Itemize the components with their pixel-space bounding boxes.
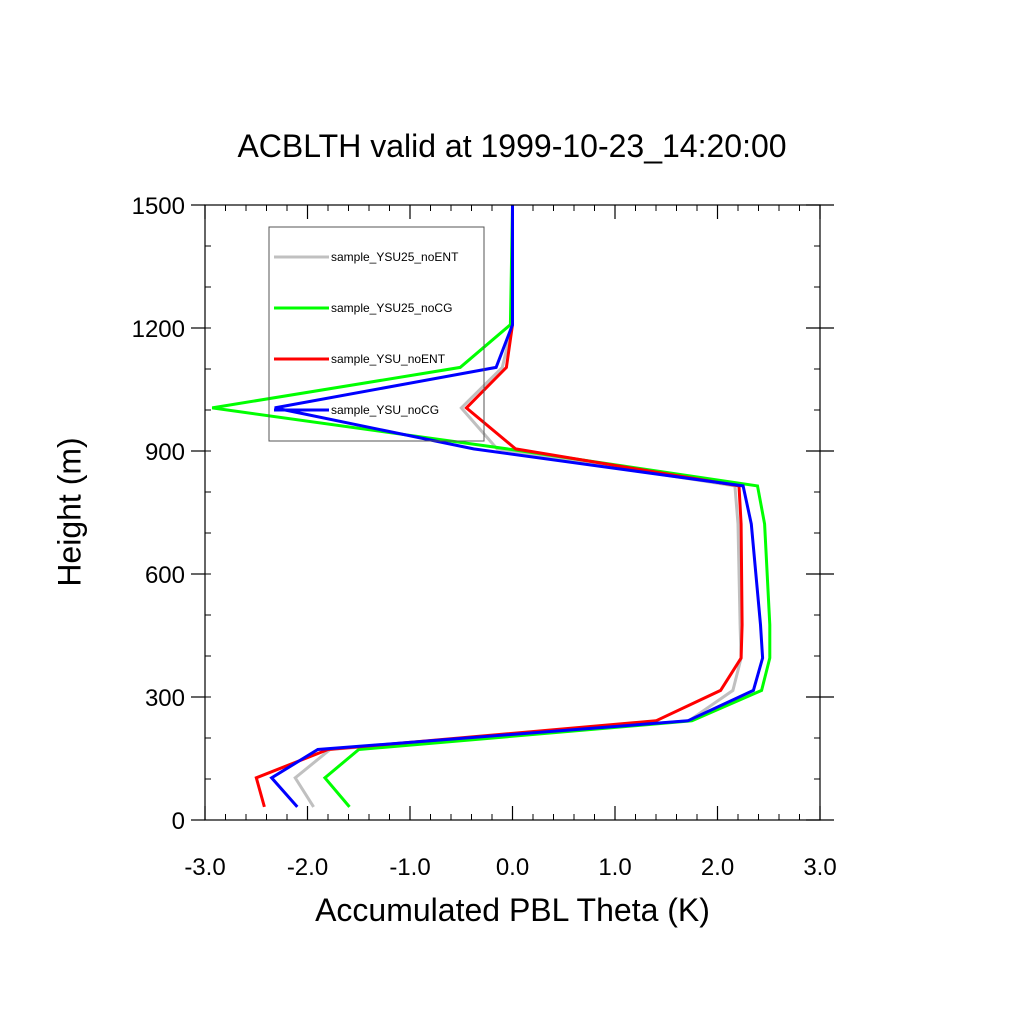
legend-label: sample_YSU25_noCG (331, 301, 452, 315)
legend-label: sample_YSU_noCG (331, 403, 439, 417)
series-line-2 (211, 204, 772, 808)
series-lines (211, 204, 772, 808)
x-axis-label: Accumulated PBL Theta (K) (315, 892, 710, 928)
legend-label: sample_YSU_noENT (331, 352, 446, 366)
y-tick-label: 1500 (132, 193, 185, 220)
y-tick-label: 300 (145, 685, 185, 712)
y-tick-label: 1200 (132, 316, 185, 343)
series-line-4 (269, 205, 765, 808)
x-tick-label: -2.0 (287, 854, 328, 881)
plot-frame (204, 204, 821, 821)
legend: sample_YSU25_noENT sample_YSU25_noCGsampl… (268, 226, 485, 442)
y-tick-label: 600 (145, 562, 185, 589)
x-tick-label: -3.0 (184, 854, 225, 881)
tick-labels: -3.0 -2.0 -1.0 0.0 1.0 2.0 3.0 0 300 600 900 1200 15… (132, 193, 837, 881)
y-tick-label: 900 (145, 439, 185, 466)
x-tick-label: 2.0 (701, 854, 734, 881)
x-tick-label: -1.0 (389, 854, 430, 881)
y-tick-label: 0 (172, 808, 185, 835)
x-tick-label: 0.0 (496, 854, 529, 881)
x-tick-label: 3.0 (803, 854, 836, 881)
series-line-3 (254, 205, 744, 808)
legend-label: sample_YSU25_noENT (331, 250, 459, 264)
x-tick-label: 1.0 (598, 854, 631, 881)
chart-title: ACBLTH valid at 1999-10-23_14:20:00 (237, 128, 787, 164)
legend-box (268, 226, 485, 442)
series-line-1 (293, 205, 743, 808)
